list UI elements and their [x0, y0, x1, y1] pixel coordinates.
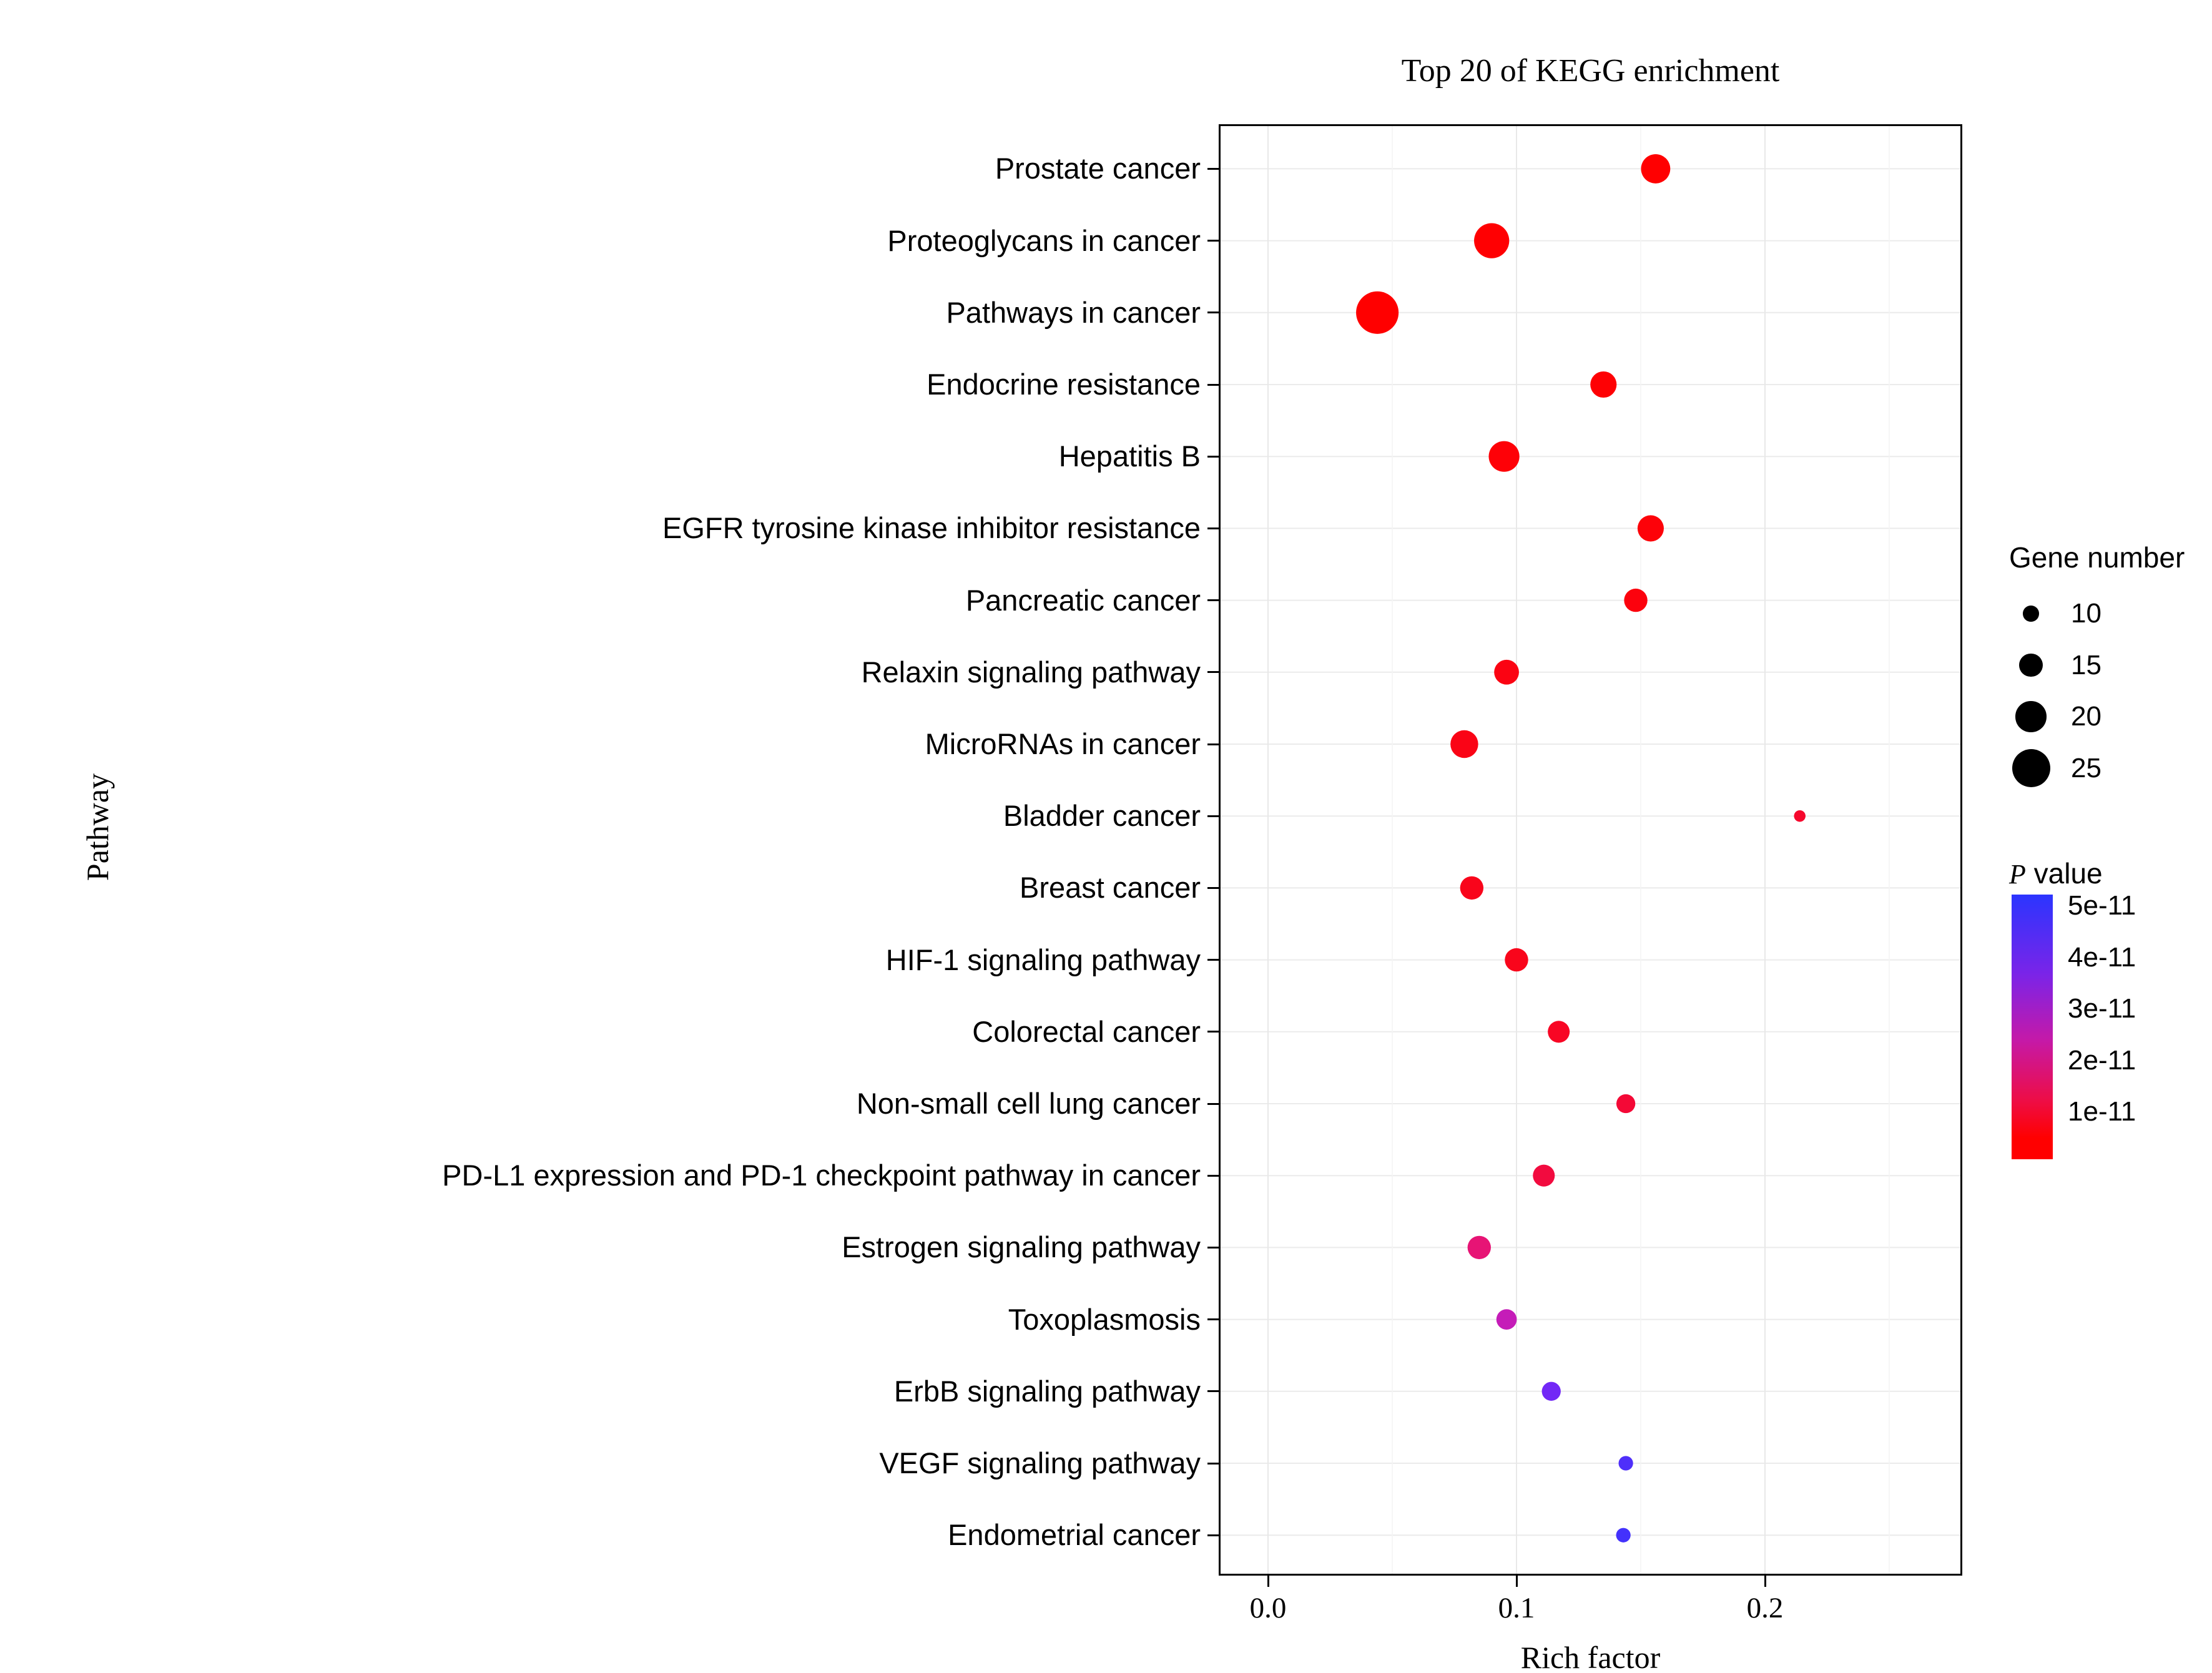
y-axis-label: Pancreatic cancer [965, 583, 1201, 617]
y-axis-label: Endometrial cancer [948, 1518, 1201, 1552]
gene-number-legend-dot [2019, 653, 2043, 677]
data-point-bubble [1533, 1164, 1555, 1187]
y-axis-tick [1207, 1102, 1219, 1105]
data-point-bubble [1460, 876, 1484, 900]
gene-number-legend-dot [2015, 701, 2047, 732]
y-axis-tick [1207, 455, 1219, 458]
data-point-bubble [1637, 515, 1664, 542]
y-axis-tick [1207, 1534, 1219, 1536]
y-axis-tick [1207, 312, 1219, 314]
y-axis-label: EGFR tyrosine kinase inhibitor resistanc… [662, 511, 1201, 545]
data-point-bubble [1616, 1094, 1636, 1114]
gene-number-legend-label: 10 [2071, 598, 2101, 629]
p-value-colorbar [2012, 895, 2053, 1159]
p-value-legend-title-p: P [2009, 859, 2026, 890]
y-axis-tick [1207, 959, 1219, 961]
chart-title: Top 20 of KEGG enrichment [1401, 53, 1780, 89]
y-axis-tick [1207, 240, 1219, 242]
gene-number-legend-title: Gene number [2009, 541, 2185, 574]
y-axis-label: Prostate cancer [995, 152, 1201, 185]
data-point-bubble [1618, 1456, 1633, 1471]
y-axis-label: Bladder cancer [1003, 799, 1201, 833]
p-value-legend-title: P value [2009, 856, 2103, 890]
y-axis-tick [1207, 886, 1219, 889]
x-axis-tick [1515, 1576, 1518, 1587]
y-axis-label: Toxoplasmosis [1008, 1302, 1201, 1336]
y-axis-label: Non-small cell lung cancer [856, 1087, 1201, 1120]
data-point-bubble [1474, 223, 1510, 258]
p-value-colorbar-label: 3e-11 [2068, 993, 2136, 1024]
data-point-bubble [1624, 588, 1648, 612]
y-axis-tick [1207, 743, 1219, 745]
y-axis-tick [1207, 1246, 1219, 1249]
y-axis-label: Hepatitis B [1058, 439, 1201, 473]
y-axis-label: Pathways in cancer [946, 295, 1201, 329]
p-value-colorbar-label: 2e-11 [2068, 1044, 2136, 1076]
y-axis-tick [1207, 815, 1219, 817]
gene-number-legend-label: 20 [2071, 701, 2101, 732]
x-axis-tick-label: 0.1 [1498, 1592, 1535, 1624]
data-point-bubble [1641, 154, 1671, 184]
x-axis-tick [1764, 1576, 1766, 1587]
y-axis-tick [1207, 1318, 1219, 1321]
p-value-colorbar-label: 4e-11 [2068, 941, 2136, 973]
data-point-bubble [1616, 1528, 1631, 1543]
plot-area [1219, 124, 1962, 1576]
data-point-bubble [1548, 1021, 1570, 1043]
data-point-bubble [1590, 371, 1617, 398]
y-axis-tick [1207, 527, 1219, 529]
y-axis-label: MicroRNAs in cancer [925, 727, 1201, 760]
y-axis-label: Breast cancer [1020, 871, 1201, 905]
data-point-bubble [1356, 291, 1399, 334]
y-axis-tick [1207, 671, 1219, 674]
p-value-colorbar-label: 1e-11 [2068, 1096, 2136, 1127]
x-axis-title: Rich factor [1520, 1640, 1661, 1673]
y-axis-label: PD-L1 expression and PD-1 checkpoint pat… [442, 1159, 1201, 1192]
y-axis-label: VEGF signaling pathway [879, 1446, 1201, 1479]
data-point-bubble [1496, 1309, 1517, 1330]
p-value-legend-title-value: value [2025, 857, 2103, 890]
gene-number-legend-dot [2023, 606, 2039, 622]
y-axis-label: Relaxin signaling pathway [861, 655, 1201, 689]
y-axis-label: Proteoglycans in cancer [887, 223, 1201, 257]
x-axis-tick-label: 0.0 [1249, 1592, 1287, 1624]
y-axis-label: HIF-1 signaling pathway [885, 943, 1201, 976]
data-point-bubble [1488, 441, 1520, 472]
x-axis-tick-label: 0.2 [1746, 1592, 1784, 1624]
bubble-plot-canvas [1221, 126, 1960, 1574]
y-axis-label: Colorectal cancer [972, 1014, 1201, 1048]
gene-number-legend-label: 15 [2071, 649, 2101, 680]
data-point-bubble [1541, 1381, 1561, 1401]
y-axis-tick [1207, 1462, 1219, 1464]
data-point-bubble [1505, 948, 1528, 972]
gene-number-legend-label: 25 [2071, 752, 2101, 783]
x-axis-tick [1267, 1576, 1269, 1587]
y-axis-tick [1207, 167, 1219, 170]
y-axis-label: Endocrine resistance [927, 368, 1201, 401]
data-point-bubble [1494, 659, 1519, 685]
y-axis-label: Estrogen signaling pathway [842, 1230, 1201, 1264]
y-axis-tick [1207, 1031, 1219, 1033]
gene-number-legend-dot [2012, 749, 2050, 787]
y-axis-tick [1207, 1390, 1219, 1393]
p-value-colorbar-label: 5e-11 [2068, 890, 2136, 921]
y-axis-tick [1207, 1174, 1219, 1177]
data-point-bubble [1794, 810, 1806, 822]
data-point-bubble [1467, 1235, 1491, 1260]
y-axis-label: ErbB signaling pathway [893, 1374, 1201, 1408]
y-axis-tick [1207, 599, 1219, 602]
y-axis-tick [1207, 383, 1219, 386]
data-point-bubble [1450, 730, 1478, 758]
